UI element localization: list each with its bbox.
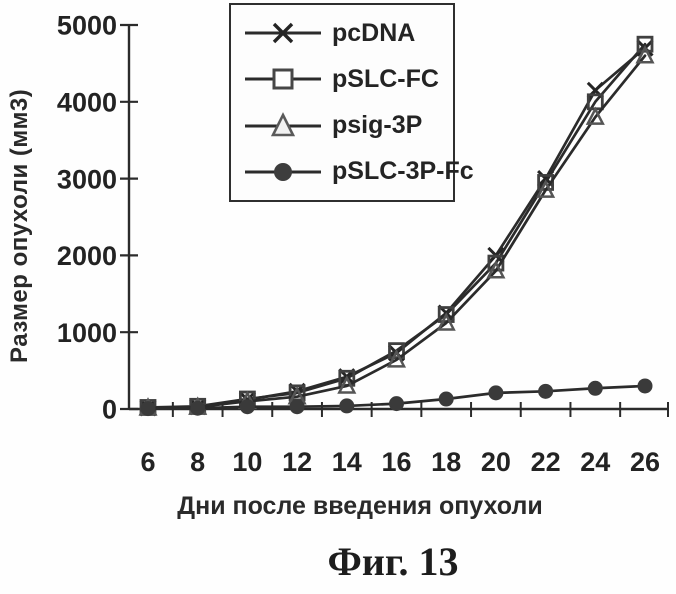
y-tick-label: 3000 xyxy=(57,164,117,194)
legend-label: psig-3P xyxy=(332,111,423,140)
legend-label: pcDNA xyxy=(332,18,416,47)
x-tick-label: 20 xyxy=(481,447,511,477)
x-tick-label: 14 xyxy=(332,447,362,477)
x-tick-label: 22 xyxy=(531,447,561,477)
x-tick-label: 24 xyxy=(580,447,610,477)
legend-label: pSLC-3P-Fc xyxy=(332,157,474,186)
axes: 0 1000 2000 3000 4000 5000 6 8 10 12 14 16 18 20 22 24 2… xyxy=(57,11,669,477)
legend: pcDNA pSLC-FC psig-3P pSLC-3P-Fc xyxy=(229,3,474,202)
x-tick-label: 12 xyxy=(282,447,312,477)
y-tick-label: 2000 xyxy=(57,241,117,271)
x-tick-label: 16 xyxy=(381,447,411,477)
y-tick-label: 4000 xyxy=(57,88,117,118)
square-marker-icon xyxy=(245,68,321,90)
figure-caption: Фиг. 13 xyxy=(327,539,459,584)
x-tick-label: 6 xyxy=(140,447,155,477)
y-tick-label: 5000 xyxy=(57,11,117,41)
y-tick-label: 1000 xyxy=(57,318,117,348)
y-axis-title: Размер опухоли (мм3) xyxy=(6,88,33,364)
legend-item: pSLC-3P-Fc xyxy=(243,155,474,189)
legend-item: psig-3P xyxy=(243,109,449,143)
legend-item: pSLC-FC xyxy=(243,62,449,96)
triangle-marker-icon xyxy=(245,111,321,136)
series-pSLC-3P-Fc xyxy=(140,378,653,417)
legend-item: pcDNA xyxy=(243,16,449,50)
x-tick-label: 18 xyxy=(431,447,461,477)
x-axis-title: Дни после введения опухоли xyxy=(177,492,543,520)
legend-label: pSLC-FC xyxy=(332,64,439,93)
x-marker-icon xyxy=(245,22,321,44)
x-tick-label: 8 xyxy=(190,447,205,477)
circle-marker-icon xyxy=(245,162,321,181)
x-tick-label: 26 xyxy=(630,447,660,477)
y-tick-label: 0 xyxy=(102,395,117,425)
x-tick-label: 10 xyxy=(232,447,262,477)
